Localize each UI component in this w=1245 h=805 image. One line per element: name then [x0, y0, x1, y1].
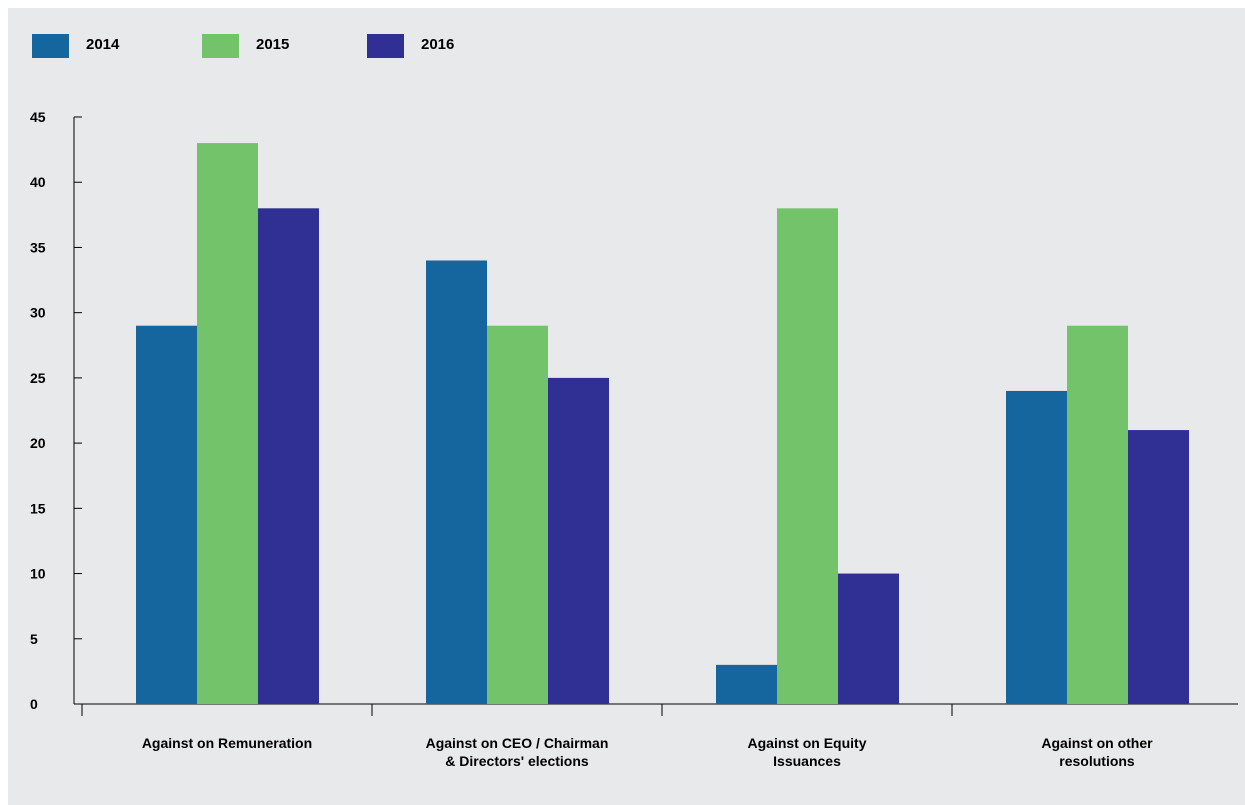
legend-label-2016: 2016 [421, 36, 455, 53]
y-tick-label: 40 [30, 174, 46, 190]
legend-swatch-2014 [32, 34, 69, 58]
bar-2016-cat0 [258, 208, 319, 705]
y-tick-label: 10 [30, 566, 46, 582]
category-label: Against on CEO / Chairman & Directors' el… [426, 735, 609, 769]
bar-2014-cat2 [716, 664, 777, 704]
y-tick-label: 15 [30, 500, 46, 516]
y-tick-label: 20 [30, 435, 46, 451]
bar-2014-cat3 [1006, 390, 1067, 704]
bar-2015-cat3 [1067, 325, 1128, 704]
bar-2016-cat2 [838, 573, 899, 704]
bar-2016-cat3 [1128, 430, 1189, 704]
y-tick-label: 45 [30, 109, 46, 125]
bar-2015-cat1 [487, 325, 548, 704]
legend-swatch-2015 [202, 34, 239, 58]
bar-2016-cat1 [548, 377, 609, 704]
category-label: Against on other resolutions [1041, 735, 1153, 769]
bar-2014-cat1 [426, 260, 487, 704]
chart-background: 2014 2015 2016 0 5 10 15 20 25 30 35 40 45 Against… [8, 8, 1245, 805]
y-tick-label: 30 [30, 305, 46, 321]
category-label: Against on Equity Issuances [748, 735, 867, 769]
legend-label-2014: 2014 [86, 36, 120, 53]
bar-chart: 0 5 10 15 20 25 30 35 40 45 Against on Remuneratio… [30, 109, 1238, 769]
legend-label-2015: 2015 [256, 36, 290, 53]
bar-2015-cat2 [777, 208, 838, 705]
y-tick-label: 25 [30, 370, 46, 386]
legend-swatch-2016 [367, 34, 404, 58]
y-tick-label: 35 [30, 239, 46, 255]
bar-2015-cat0 [197, 143, 258, 705]
category-label: Against on Remuneration [142, 735, 312, 751]
y-tick-label: 0 [30, 696, 38, 712]
bar-2014-cat0 [136, 325, 197, 704]
y-tick-label: 5 [30, 631, 38, 647]
